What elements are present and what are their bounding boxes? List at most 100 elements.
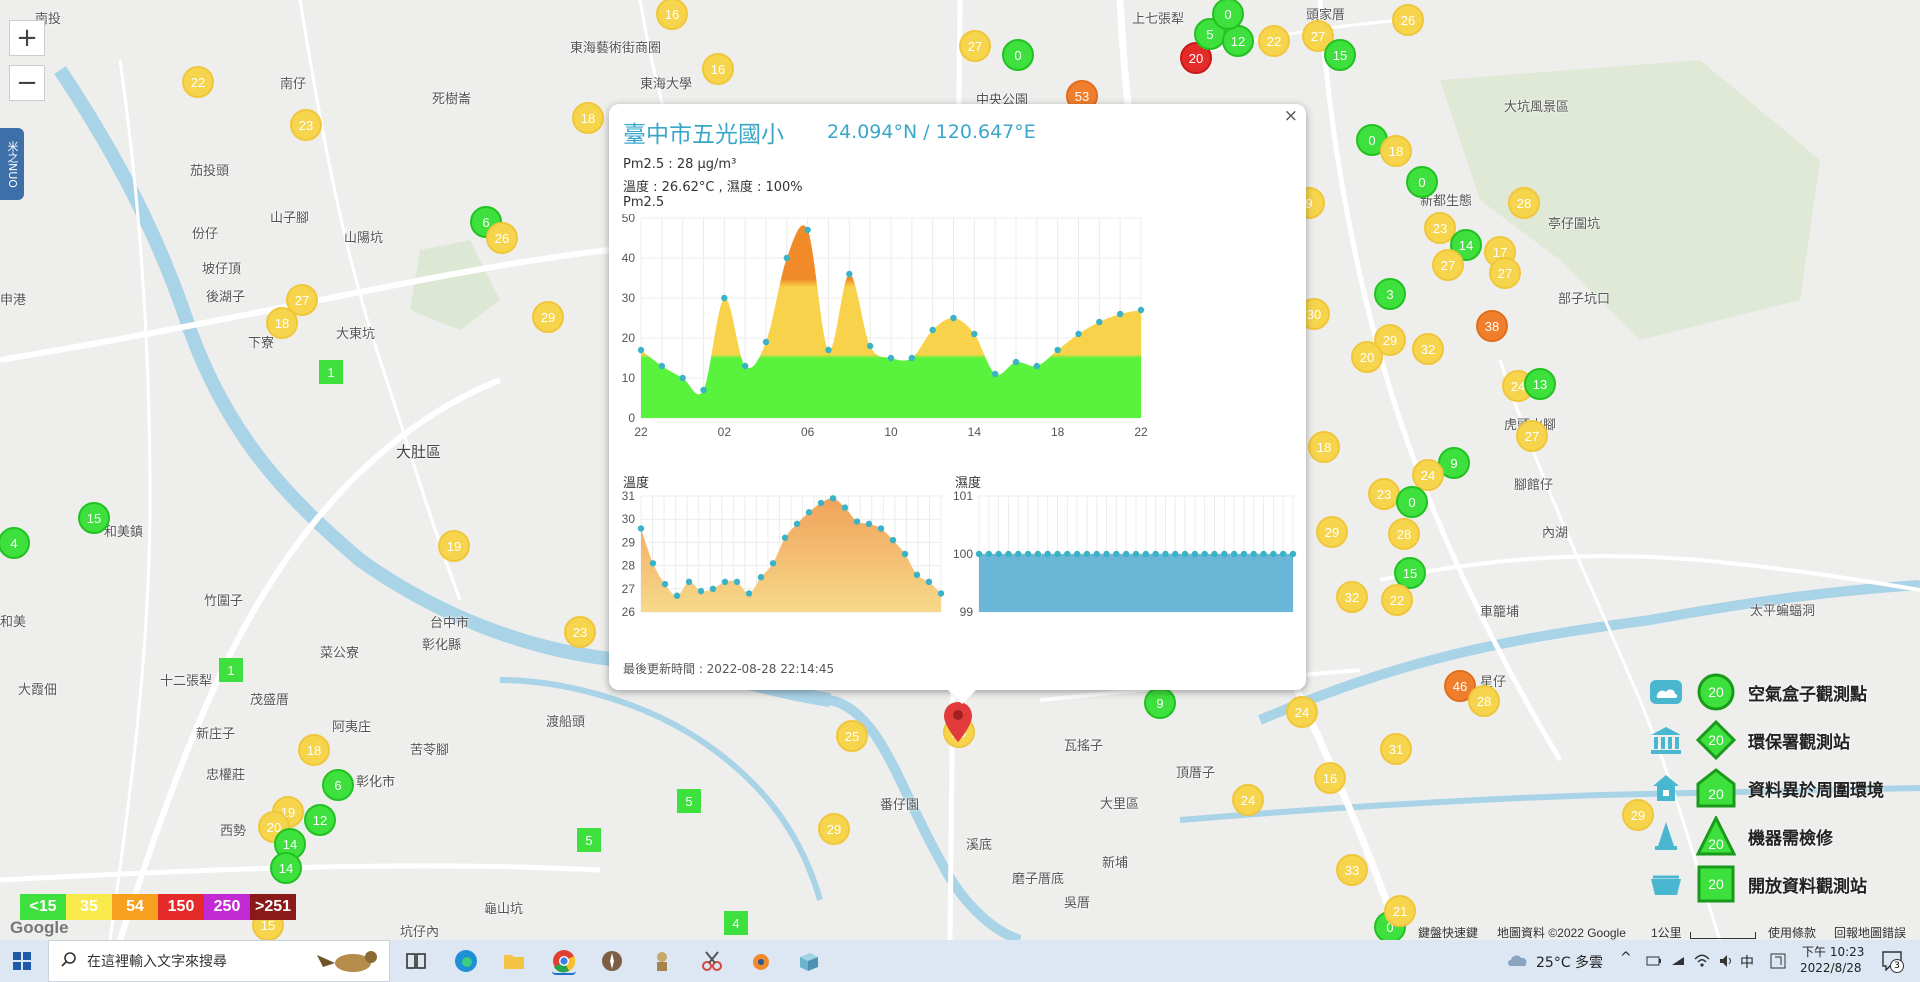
airbox-station-marker[interactable]: 12 [1222, 25, 1254, 57]
airbox-station-marker[interactable]: 12 [304, 804, 336, 836]
data-point [1103, 550, 1110, 558]
airbox-station-marker[interactable]: 29 [818, 813, 850, 845]
clock-date[interactable]: 2022/8/28 [1800, 961, 1862, 975]
airbox-station-marker[interactable]: 15 [1324, 39, 1356, 71]
airbox-station-marker[interactable]: 18 [1380, 135, 1412, 167]
task-view-icon[interactable] [404, 949, 428, 973]
airbox-station-marker[interactable]: 32 [1412, 333, 1444, 365]
airbox-station-marker[interactable]: 0 [1406, 166, 1438, 198]
airbox-station-marker[interactable]: 28 [1508, 187, 1540, 219]
chrome-icon[interactable] [552, 949, 576, 975]
show-hidden-icons-chevron-icon[interactable]: ^ [1620, 950, 1632, 966]
airbox-station-marker[interactable]: 29 [1316, 516, 1348, 548]
open-data-station-marker[interactable]: 1 [319, 360, 343, 384]
airbox-station-marker[interactable]: 24 [1286, 696, 1318, 728]
keyboard-shortcuts-link[interactable]: 鍵盤快速鍵 [1418, 926, 1479, 940]
airbox-station-marker[interactable]: 18 [266, 307, 298, 339]
airbox-station-marker[interactable]: 22 [1258, 25, 1290, 57]
airbox-station-marker[interactable]: 27 [286, 284, 318, 316]
windows-start-icon[interactable] [13, 952, 31, 970]
close-icon[interactable]: × [1283, 106, 1298, 126]
airbox-station-marker[interactable]: 18 [298, 734, 330, 766]
airbox-station-marker[interactable]: 38 [1476, 310, 1508, 342]
airbox-station-marker[interactable]: 18 [572, 102, 604, 134]
snipping-tool-icon[interactable] [700, 949, 724, 973]
airbox-station-marker[interactable]: 23 [564, 616, 596, 648]
scale-bar [1690, 932, 1756, 939]
airbox-station-marker[interactable]: 0 [1396, 486, 1428, 518]
airbox-station-marker[interactable]: 22 [1381, 584, 1413, 616]
airbox-station-marker[interactable]: 14 [270, 852, 302, 884]
data-point [1132, 550, 1140, 558]
zoom-out-button[interactable]: − [9, 65, 45, 101]
airbox-station-marker[interactable]: 20 [1351, 341, 1383, 373]
open-data-station-marker[interactable]: 5 [677, 789, 701, 813]
airbox-station-marker[interactable]: 24 [1232, 784, 1264, 816]
edge-browser-icon[interactable] [454, 949, 478, 973]
y-tick-label: 99 [960, 605, 974, 619]
airbox-station-marker[interactable]: 18 [1308, 431, 1340, 463]
ime-mode-icon[interactable] [1770, 953, 1786, 973]
data-point [1279, 550, 1287, 558]
data-point [1075, 330, 1082, 338]
airbox-station-marker[interactable]: 4 [0, 527, 30, 559]
airbox-station-marker[interactable]: 28 [1468, 685, 1500, 717]
side-tab[interactable]: 米之NUO [0, 128, 24, 200]
report-map-error-link[interactable]: 回報地圖錯誤 [1834, 926, 1907, 940]
airbox-station-marker[interactable]: 21 [1384, 895, 1416, 927]
airbox-station-marker[interactable]: 15 [78, 502, 110, 534]
airbox-station-marker[interactable]: 16 [656, 0, 688, 30]
taskbar-search-input[interactable]: 在這裡輸入文字來搜尋 [48, 940, 390, 982]
airbox-station-marker[interactable]: 16 [702, 53, 734, 85]
airbox-station-marker[interactable]: 14 [1450, 229, 1482, 261]
airbox-station-marker[interactable]: 27 [1302, 20, 1334, 52]
ime-indicator[interactable]: 中 [1740, 955, 1754, 971]
airbox-station-marker[interactable]: 16 [1314, 762, 1346, 794]
open-data-station-marker[interactable]: 1 [219, 658, 243, 682]
airbox-station-marker[interactable]: 23 [1368, 478, 1400, 510]
airbox-station-marker[interactable]: 29 [1622, 799, 1654, 831]
terms-link[interactable]: 使用條款 [1768, 926, 1817, 940]
airbox-station-marker[interactable]: 13 [1524, 368, 1556, 400]
figure-app-icon[interactable] [650, 949, 674, 973]
open-data-station-marker[interactable]: 5 [577, 828, 601, 852]
airbox-station-marker[interactable]: 0 [1212, 0, 1244, 30]
airbox-station-marker[interactable]: 24 [1412, 459, 1444, 491]
airbox-station-marker[interactable]: 15 [1394, 557, 1426, 589]
airbox-station-marker[interactable]: 33 [1336, 854, 1368, 886]
compass-app-icon[interactable] [600, 949, 624, 973]
legend-label: 環保署觀測站 [1748, 732, 1850, 753]
airbox-station-marker[interactable]: 6 [322, 769, 354, 801]
airbox-station-marker[interactable]: 29 [532, 301, 564, 333]
weather-readout[interactable]: 25°C 多雲 [1536, 955, 1604, 971]
airbox-station-marker[interactable]: 26 [1392, 4, 1424, 36]
airbox-station-marker[interactable]: 28 [1388, 518, 1420, 550]
airbox-station-marker[interactable]: 27 [1516, 420, 1548, 452]
humidity-chart: 99 100 101 [953, 490, 1297, 619]
map-canvas[interactable]: 大肚區 和美鎮 台中市 彰化縣 彰化市 大里區 南投 大東坑 山陽坑 茄投頭 份仔 坡仔頂 後湖子 下寮山… [0, 0, 1920, 940]
zoom-in-button[interactable]: + [9, 20, 45, 56]
airbox-station-marker[interactable]: 27 [1432, 249, 1464, 281]
airbox-station-marker[interactable]: 26 [486, 222, 518, 254]
3d-box-app-icon[interactable] [796, 949, 820, 973]
y-tick-label: 31 [622, 490, 636, 503]
airbox-station-marker[interactable]: 9 [1144, 687, 1176, 719]
airbox-station-marker[interactable]: 27 [959, 30, 991, 62]
airbox-station-marker[interactable]: 0 [1002, 39, 1034, 71]
blender-icon[interactable] [748, 949, 772, 973]
notification-center-icon[interactable]: 3 [1882, 951, 1904, 973]
station-type-legend: 20 空氣盒子觀測點 20 環保署觀測站 20 資料異於周圍環境 20 機器需檢… [1646, 668, 1916, 908]
airbox-station-marker[interactable]: 23 [290, 109, 322, 141]
airbox-station-marker[interactable]: 19 [438, 530, 470, 562]
airbox-station-marker[interactable]: 27 [1489, 257, 1521, 289]
airbox-station-marker[interactable]: 22 [182, 66, 214, 98]
airbox-station-marker[interactable]: 32 [1336, 581, 1368, 613]
airbox-station-marker[interactable]: 25 [836, 720, 868, 752]
airbox-station-marker[interactable]: 31 [1380, 733, 1412, 765]
file-explorer-icon[interactable] [502, 949, 526, 973]
open-data-station-marker[interactable]: 4 [724, 911, 748, 935]
airbox-station-marker[interactable]: 3 [1374, 278, 1406, 310]
clock-time[interactable]: 下午 10:23 [1802, 945, 1865, 959]
y-tick-label: 100 [953, 547, 973, 561]
open-box-icon [1646, 864, 1686, 904]
